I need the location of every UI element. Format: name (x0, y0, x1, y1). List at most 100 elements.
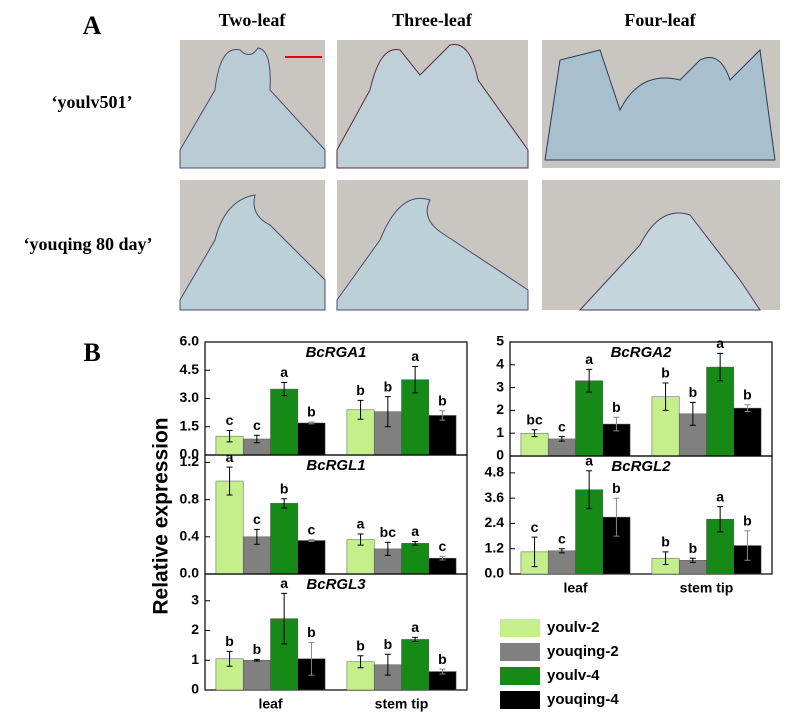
significance-letter: c (531, 519, 539, 535)
legend-label: youqing-2 (547, 643, 619, 660)
significance-letter: c (439, 538, 447, 554)
x-tick-label: leaf (258, 696, 282, 712)
legend-swatch (500, 691, 540, 709)
tissue (336, 198, 529, 311)
y-tick-label: 0.8 (180, 490, 200, 506)
legend-label: youlv-2 (547, 619, 600, 636)
error-bar (412, 636, 419, 643)
legend-label: youlv-4 (547, 667, 600, 684)
y-tick-label: 1.5 (180, 417, 200, 433)
bar (215, 480, 244, 575)
error-bar (226, 466, 233, 496)
y-tick-label: 0.0 (180, 446, 200, 462)
significance-letter: b (689, 384, 698, 400)
tissue (544, 48, 776, 161)
y-tick-label: 0 (191, 681, 199, 697)
error-bar (308, 421, 315, 425)
error-bar (357, 533, 364, 546)
chart-title: BcRGL3 (306, 576, 366, 593)
bar (575, 380, 604, 457)
error-bar (689, 557, 696, 563)
y-tick-label: 1 (496, 424, 504, 440)
chart-title: BcRGL2 (611, 458, 671, 475)
error-bar (308, 539, 315, 542)
error-bar (281, 381, 288, 397)
y-tick-label: 5 (496, 333, 504, 349)
y-tick-label: 0.4 (180, 528, 200, 544)
error-bar (613, 416, 620, 432)
tissue (578, 212, 761, 311)
significance-letter: b (661, 365, 670, 381)
error-bar (226, 650, 233, 667)
tissue (336, 43, 529, 169)
plot-frame (509, 455, 773, 575)
y-tick-label: 4.5 (180, 361, 200, 377)
significance-letter: c (308, 521, 316, 537)
chart-title: BcRGA2 (611, 344, 673, 361)
significance-letter: a (411, 619, 419, 635)
y-tick-label: 2.4 (485, 514, 505, 530)
significance-letter: a (280, 575, 288, 591)
significance-letter: a (226, 449, 234, 465)
error-bar (531, 429, 538, 438)
bar (297, 422, 326, 456)
bar (242, 660, 271, 691)
significance-letter: b (280, 480, 289, 496)
y-tick-label: 0.0 (180, 565, 200, 581)
error-bar (744, 404, 751, 413)
y-axis-label: Relative expression (150, 417, 173, 614)
legend-swatch (500, 643, 540, 661)
x-tick-label: stem tip (680, 580, 734, 596)
error-bar (439, 410, 446, 421)
significance-letter: c (558, 418, 566, 434)
significance-letter: c (253, 511, 261, 527)
significance-letter: a (357, 516, 365, 532)
error-bar (744, 530, 751, 561)
significance-letter: a (716, 335, 724, 351)
bar (270, 388, 299, 456)
error-bar (357, 655, 364, 669)
tissue (179, 47, 326, 169)
error-bar (558, 548, 565, 554)
significance-letter: a (585, 351, 593, 367)
bar (401, 543, 430, 575)
panel-label: B (83, 338, 100, 367)
error-bar (613, 497, 620, 537)
significance-letter: b (612, 399, 621, 415)
significance-letter: bc (380, 524, 397, 540)
error-bar (384, 653, 391, 676)
column-title: Four-leaf (624, 10, 696, 30)
panel-label: A (83, 11, 102, 40)
error-bar (412, 365, 419, 394)
y-tick-label: 2 (496, 401, 504, 417)
error-bar (384, 541, 391, 556)
significance-letter: bc (526, 411, 543, 427)
column-title: Three-leaf (392, 10, 473, 30)
significance-letter: c (253, 417, 261, 433)
y-tick-label: 3 (496, 378, 504, 394)
significance-letter: a (585, 452, 593, 468)
y-tick-label: 0 (496, 447, 504, 463)
significance-letter: b (689, 540, 698, 556)
bar (270, 503, 299, 575)
legend-label: youqing-4 (547, 691, 619, 708)
bar (428, 557, 457, 575)
significance-letter: a (280, 364, 288, 380)
chart-title: BcRGA1 (306, 344, 367, 361)
x-tick-label: leaf (563, 580, 587, 596)
significance-letter: c (558, 530, 566, 546)
significance-letter: b (384, 636, 393, 652)
error-bar (412, 540, 419, 546)
bar (297, 540, 326, 575)
error-bar (226, 430, 233, 443)
row-label: ‘youlv501’ (52, 92, 133, 112)
significance-letter: b (307, 624, 316, 640)
significance-letter: b (356, 382, 365, 398)
significance-letter: a (716, 488, 724, 504)
tissue (179, 194, 326, 311)
y-tick-label: 0.0 (485, 565, 505, 581)
error-bar (439, 555, 446, 561)
y-tick-label: 1.2 (180, 453, 200, 469)
error-bar (558, 436, 565, 442)
column-title: Two-leaf (219, 10, 287, 30)
